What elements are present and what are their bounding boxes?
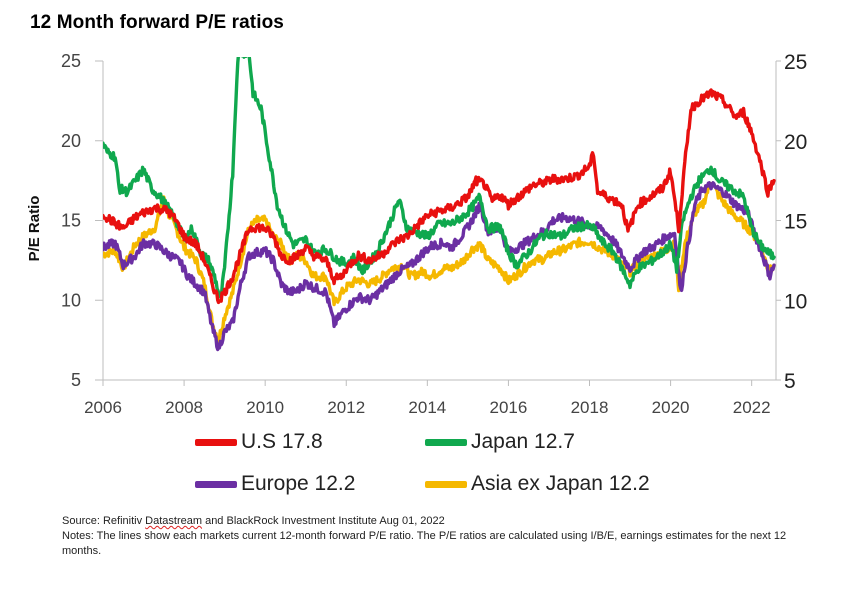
source-underlined-word: Datastream	[145, 515, 203, 527]
legend-label: Japan 12.7	[471, 430, 575, 453]
legend-item-1: U.S 17.8	[195, 430, 323, 454]
chart-title: 12 Month forward P/E ratios	[30, 12, 284, 33]
source-prefix: Source: Refinitiv	[62, 515, 146, 527]
y2-tick-label: 5	[784, 370, 796, 393]
legend-item-2: Japan 12.7	[425, 430, 575, 454]
y-axis-label: P/E Ratio	[26, 196, 43, 262]
y-tick-label: 15	[61, 211, 81, 231]
y2-tick-label: 20	[784, 131, 807, 154]
series-layer	[103, 57, 776, 352]
series-line-3	[103, 181, 776, 352]
x-tick-label: 2006	[84, 398, 122, 417]
x-tick-label: 2016	[490, 398, 528, 417]
y-tick-label: 20	[61, 131, 81, 151]
source-suffix: and BlackRock Investment Institute Aug 0…	[202, 515, 445, 527]
x-tick-label: 2008	[165, 398, 203, 417]
chart-axes	[95, 60, 781, 386]
legend-swatch	[425, 480, 467, 488]
notes-line: Notes: The lines show each markets curre…	[62, 530, 787, 557]
legend-item-4: Asia ex Japan 12.2	[425, 472, 650, 496]
y2-tick-label: 10	[784, 290, 807, 313]
source-line: Source: Refinitiv Datastream and BlackRo…	[62, 514, 802, 529]
series-line-2	[103, 57, 776, 299]
chart-svg: 5 10 15 20 25 5 10 15 20 25 2006 2008 2010 2012 2014 20…	[26, 51, 807, 417]
series-line-1	[103, 88, 776, 305]
legend-label: Asia ex Japan 12.2	[471, 472, 650, 495]
x-tick-label: 2010	[246, 398, 284, 417]
y-tick-label: 10	[61, 290, 81, 310]
legend-label: U.S 17.8	[241, 430, 323, 453]
legend-label: Europe 12.2	[241, 472, 356, 495]
x-tick-label: 2014	[408, 398, 446, 417]
y-tick-label: 5	[71, 370, 81, 390]
legend-swatch	[425, 438, 467, 446]
x-tick-label: 2012	[327, 398, 365, 417]
tick-labels: 5 10 15 20 25 5 10 15 20 25 2006 2008 2010 2012 2014 20…	[26, 51, 807, 417]
y-tick-label: 25	[61, 51, 81, 71]
legend: U.S 17.8 Japan 12.7 Europe 12.2 Asia ex Jap…	[195, 430, 715, 505]
legend-swatch	[195, 438, 237, 446]
x-tick-label: 2020	[652, 398, 690, 417]
x-tick-label: 2018	[571, 398, 609, 417]
x-tick-label: 2022	[733, 398, 771, 417]
legend-item-3: Europe 12.2	[195, 472, 355, 496]
footer-notes: Source: Refinitiv Datastream and BlackRo…	[62, 514, 802, 559]
y2-tick-label: 15	[784, 211, 807, 234]
y2-tick-label: 25	[784, 51, 807, 74]
legend-swatch	[195, 480, 237, 488]
